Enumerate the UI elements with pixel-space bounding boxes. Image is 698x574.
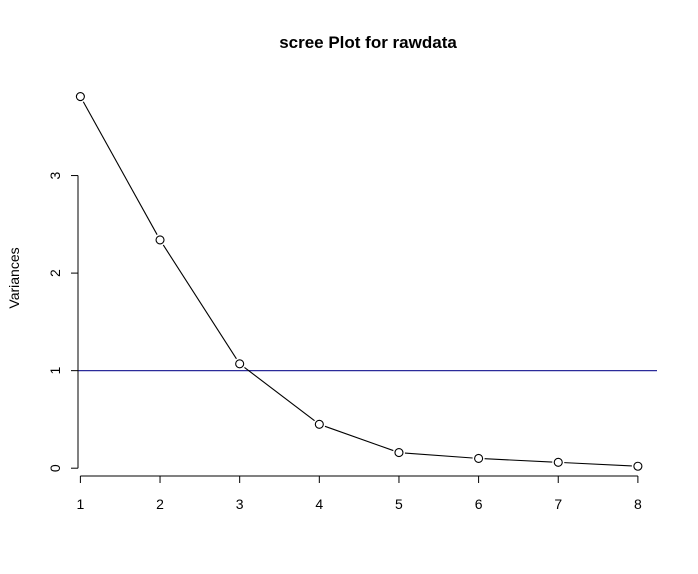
data-point-4 [314,419,324,429]
data-point-3 [235,359,245,369]
y-axis: 0 1 2 3 [47,171,79,472]
series-segment [484,458,553,463]
x-tick-label-3: 3 [236,496,244,512]
series-segment [162,244,237,360]
y-tick-label-3: 3 [47,171,63,179]
data-point-6 [474,453,484,463]
data-point-1 [75,91,85,102]
series-group [75,91,643,471]
data-point-2 [155,235,165,245]
x-tick-label-4: 4 [315,496,323,512]
series-segment [404,452,473,459]
y-axis-label: Variances [6,247,22,308]
y-tick-label-1: 1 [47,367,63,375]
series-segment [244,367,315,422]
series-segment [82,101,158,235]
x-tick-label-8: 8 [634,496,642,512]
x-tick-label-6: 6 [475,496,483,512]
series-segment [564,462,632,467]
series-segment [324,425,394,452]
x-tick-label-1: 1 [76,496,84,512]
data-point-8 [633,461,643,471]
chart-title: scree Plot for rawdata [279,33,457,52]
y-tick-label-2: 2 [47,269,63,277]
x-tick-label-2: 2 [156,496,164,512]
x-tick-label-5: 5 [395,496,403,512]
x-tick-label-7: 7 [554,496,562,512]
x-axis: 1 2 3 4 5 6 7 8 [76,475,642,512]
y-tick-label-0: 0 [47,464,63,472]
data-point-7 [553,457,563,467]
data-point-5 [394,448,404,458]
